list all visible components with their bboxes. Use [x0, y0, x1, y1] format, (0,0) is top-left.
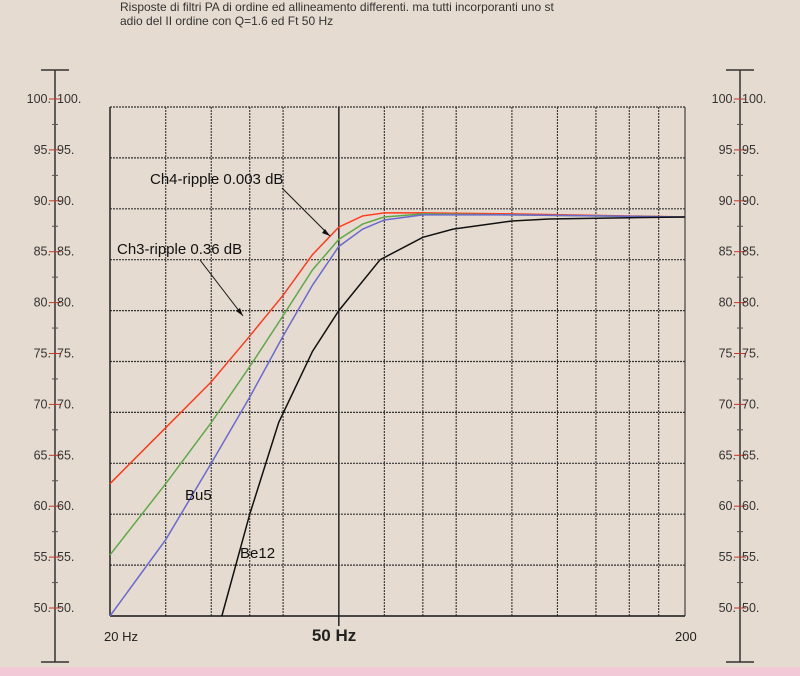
y-tick-label-right: 60.: [742, 499, 759, 513]
series-line-bu5: [109, 214, 686, 617]
arrow-ch3: [199, 259, 244, 317]
y-tick-label-right: 65.: [57, 448, 74, 462]
title-line-1: Risposte di filtri PA di ordine ed allin…: [120, 0, 554, 14]
y-tick-label-left: 55.: [34, 550, 51, 564]
y-tick-label-left: 75.: [34, 347, 51, 361]
y-tick-label-right: 90.: [742, 194, 759, 208]
y-tick-label-right: 80.: [742, 296, 759, 310]
y-tick-label-right: 85.: [742, 245, 759, 259]
y-tick-label-left: 65.: [34, 448, 51, 462]
y-tick-label-left: 85.: [719, 245, 736, 259]
y-tick-label-right: 50.: [742, 601, 759, 615]
series-line-be12: [221, 216, 686, 617]
y-tick-label-left: 95.: [34, 143, 51, 157]
y-tick-label-right: 90.: [57, 194, 74, 208]
annotation-bu5: Bu5: [185, 487, 212, 504]
y-tick-label-left: 85.: [34, 245, 51, 259]
annotation-ch4: Ch4-ripple 0.003 dB: [150, 171, 283, 188]
y-tick-label-left: 70.: [719, 397, 736, 411]
y-tick-label-left: 50.: [719, 601, 736, 615]
y-tick-label-left: 65.: [719, 448, 736, 462]
x-tick-label: 20 Hz: [104, 629, 138, 644]
y-tick-label-right: 70.: [57, 397, 74, 411]
x-tick-label: 200: [675, 629, 697, 644]
x-tick-label: 50 Hz: [312, 626, 356, 645]
y-tick-label-right: 70.: [742, 397, 759, 411]
y-tick-label-right: 95.: [742, 143, 759, 157]
y-tick-label-right: 65.: [742, 448, 759, 462]
y-tick-label-right: 80.: [57, 296, 74, 310]
y-tick-label-left: 50.: [34, 601, 51, 615]
y-tick-label-left: 55.: [719, 550, 736, 564]
y-tick-label-right: 100.: [57, 92, 81, 106]
arrow-ch4: [281, 187, 331, 237]
y-tick-label-right: 55.: [57, 550, 74, 564]
y-tick-label-right: 50.: [57, 601, 74, 615]
y-tick-label-left: 80.: [719, 296, 736, 310]
annotation-be12: Be12: [240, 545, 275, 562]
y-tick-label-left: 60.: [34, 499, 51, 513]
y-tick-label-left: 80.: [34, 296, 51, 310]
y-tick-label-right: 60.: [57, 499, 74, 513]
y-tick-label-right: 75.: [742, 347, 759, 361]
y-tick-label-right: 100.: [742, 92, 766, 106]
y-tick-label-left: 95.: [719, 143, 736, 157]
y-tick-label-left: 100.: [27, 92, 51, 106]
series-line-ch4: [109, 212, 686, 485]
y-tick-label-right: 95.: [57, 143, 74, 157]
title-line-2: adio del II ordine con Q=1.6 ed Ft 50 Hz: [120, 14, 334, 28]
arrowhead-ch4: [322, 229, 330, 236]
chart-title: Risposte di filtri PA di ordine ed allin…: [120, 0, 554, 28]
y-tick-label-left: 70.: [34, 397, 51, 411]
y-tick-label-left: 100.: [712, 92, 736, 106]
y-tick-label-left: 90.: [34, 194, 51, 208]
y-tick-label-right: 75.: [57, 347, 74, 361]
arrowhead-ch3: [236, 308, 243, 316]
y-tick-label-right: 55.: [742, 550, 759, 564]
y-tick-label-right: 85.: [57, 245, 74, 259]
annotation-ch3: Ch3-ripple 0.36 dB: [117, 241, 242, 258]
bottom-band: [0, 667, 800, 676]
y-tick-label-left: 90.: [719, 194, 736, 208]
y-tick-label-left: 60.: [719, 499, 736, 513]
y-tick-label-left: 75.: [719, 347, 736, 361]
